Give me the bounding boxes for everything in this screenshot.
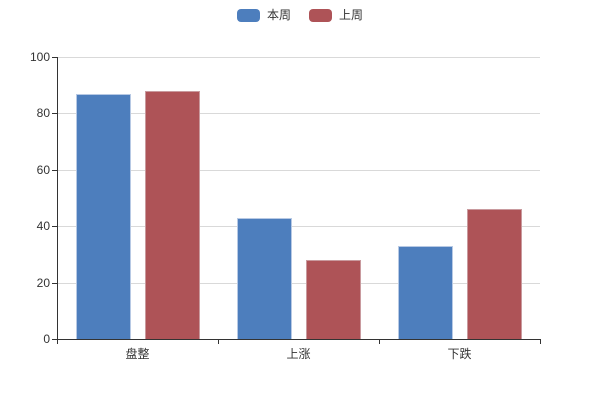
y-axis-tick (52, 113, 57, 115)
y-axis-line (57, 57, 58, 340)
y-gridline (57, 113, 540, 115)
y-tick-label: 60 (36, 162, 50, 177)
bar-上周-下跌[interactable] (466, 209, 522, 339)
y-axis-tick (52, 169, 57, 171)
y-axis-tick (52, 339, 57, 340)
y-gridline (57, 169, 540, 171)
bar-上周-盘整[interactable] (144, 90, 200, 339)
y-tick-label: 80 (36, 106, 50, 121)
y-axis-tick (52, 57, 57, 58)
x-axis-tick (218, 339, 219, 344)
legend-item-1[interactable]: 上周 (309, 8, 363, 22)
bar-本周-下跌[interactable] (397, 245, 453, 339)
y-tick-label: 100 (29, 50, 50, 64)
y-gridline (57, 282, 540, 284)
x-category-label: 下跌 (447, 347, 472, 361)
y-tick-label: 40 (36, 219, 50, 234)
legend-label: 本周 (266, 8, 291, 22)
y-gridline (57, 57, 540, 58)
legend-swatch-icon (236, 8, 260, 22)
y-tick-label: 20 (36, 275, 50, 290)
y-axis-tick (52, 226, 57, 228)
y-tick-label: 0 (43, 332, 50, 346)
x-axis-tick (57, 339, 58, 344)
y-gridline (57, 226, 540, 228)
y-axis-tick (52, 282, 57, 284)
legend-item-0[interactable]: 本周 (236, 8, 291, 22)
legend-label: 上周 (339, 8, 364, 22)
x-axis-tick (379, 339, 380, 344)
legend-swatch-icon (309, 8, 332, 22)
bar-上周-上涨[interactable] (305, 260, 361, 339)
x-axis-line (57, 339, 540, 340)
x-axis-tick (540, 339, 541, 344)
bar-本周-上涨[interactable] (236, 217, 292, 339)
bar-本周-盘整[interactable] (75, 93, 131, 339)
legend: 本周 上周 (0, 8, 600, 22)
x-category-label: 上涨 (286, 347, 311, 361)
x-category-label: 盘整 (125, 347, 150, 361)
